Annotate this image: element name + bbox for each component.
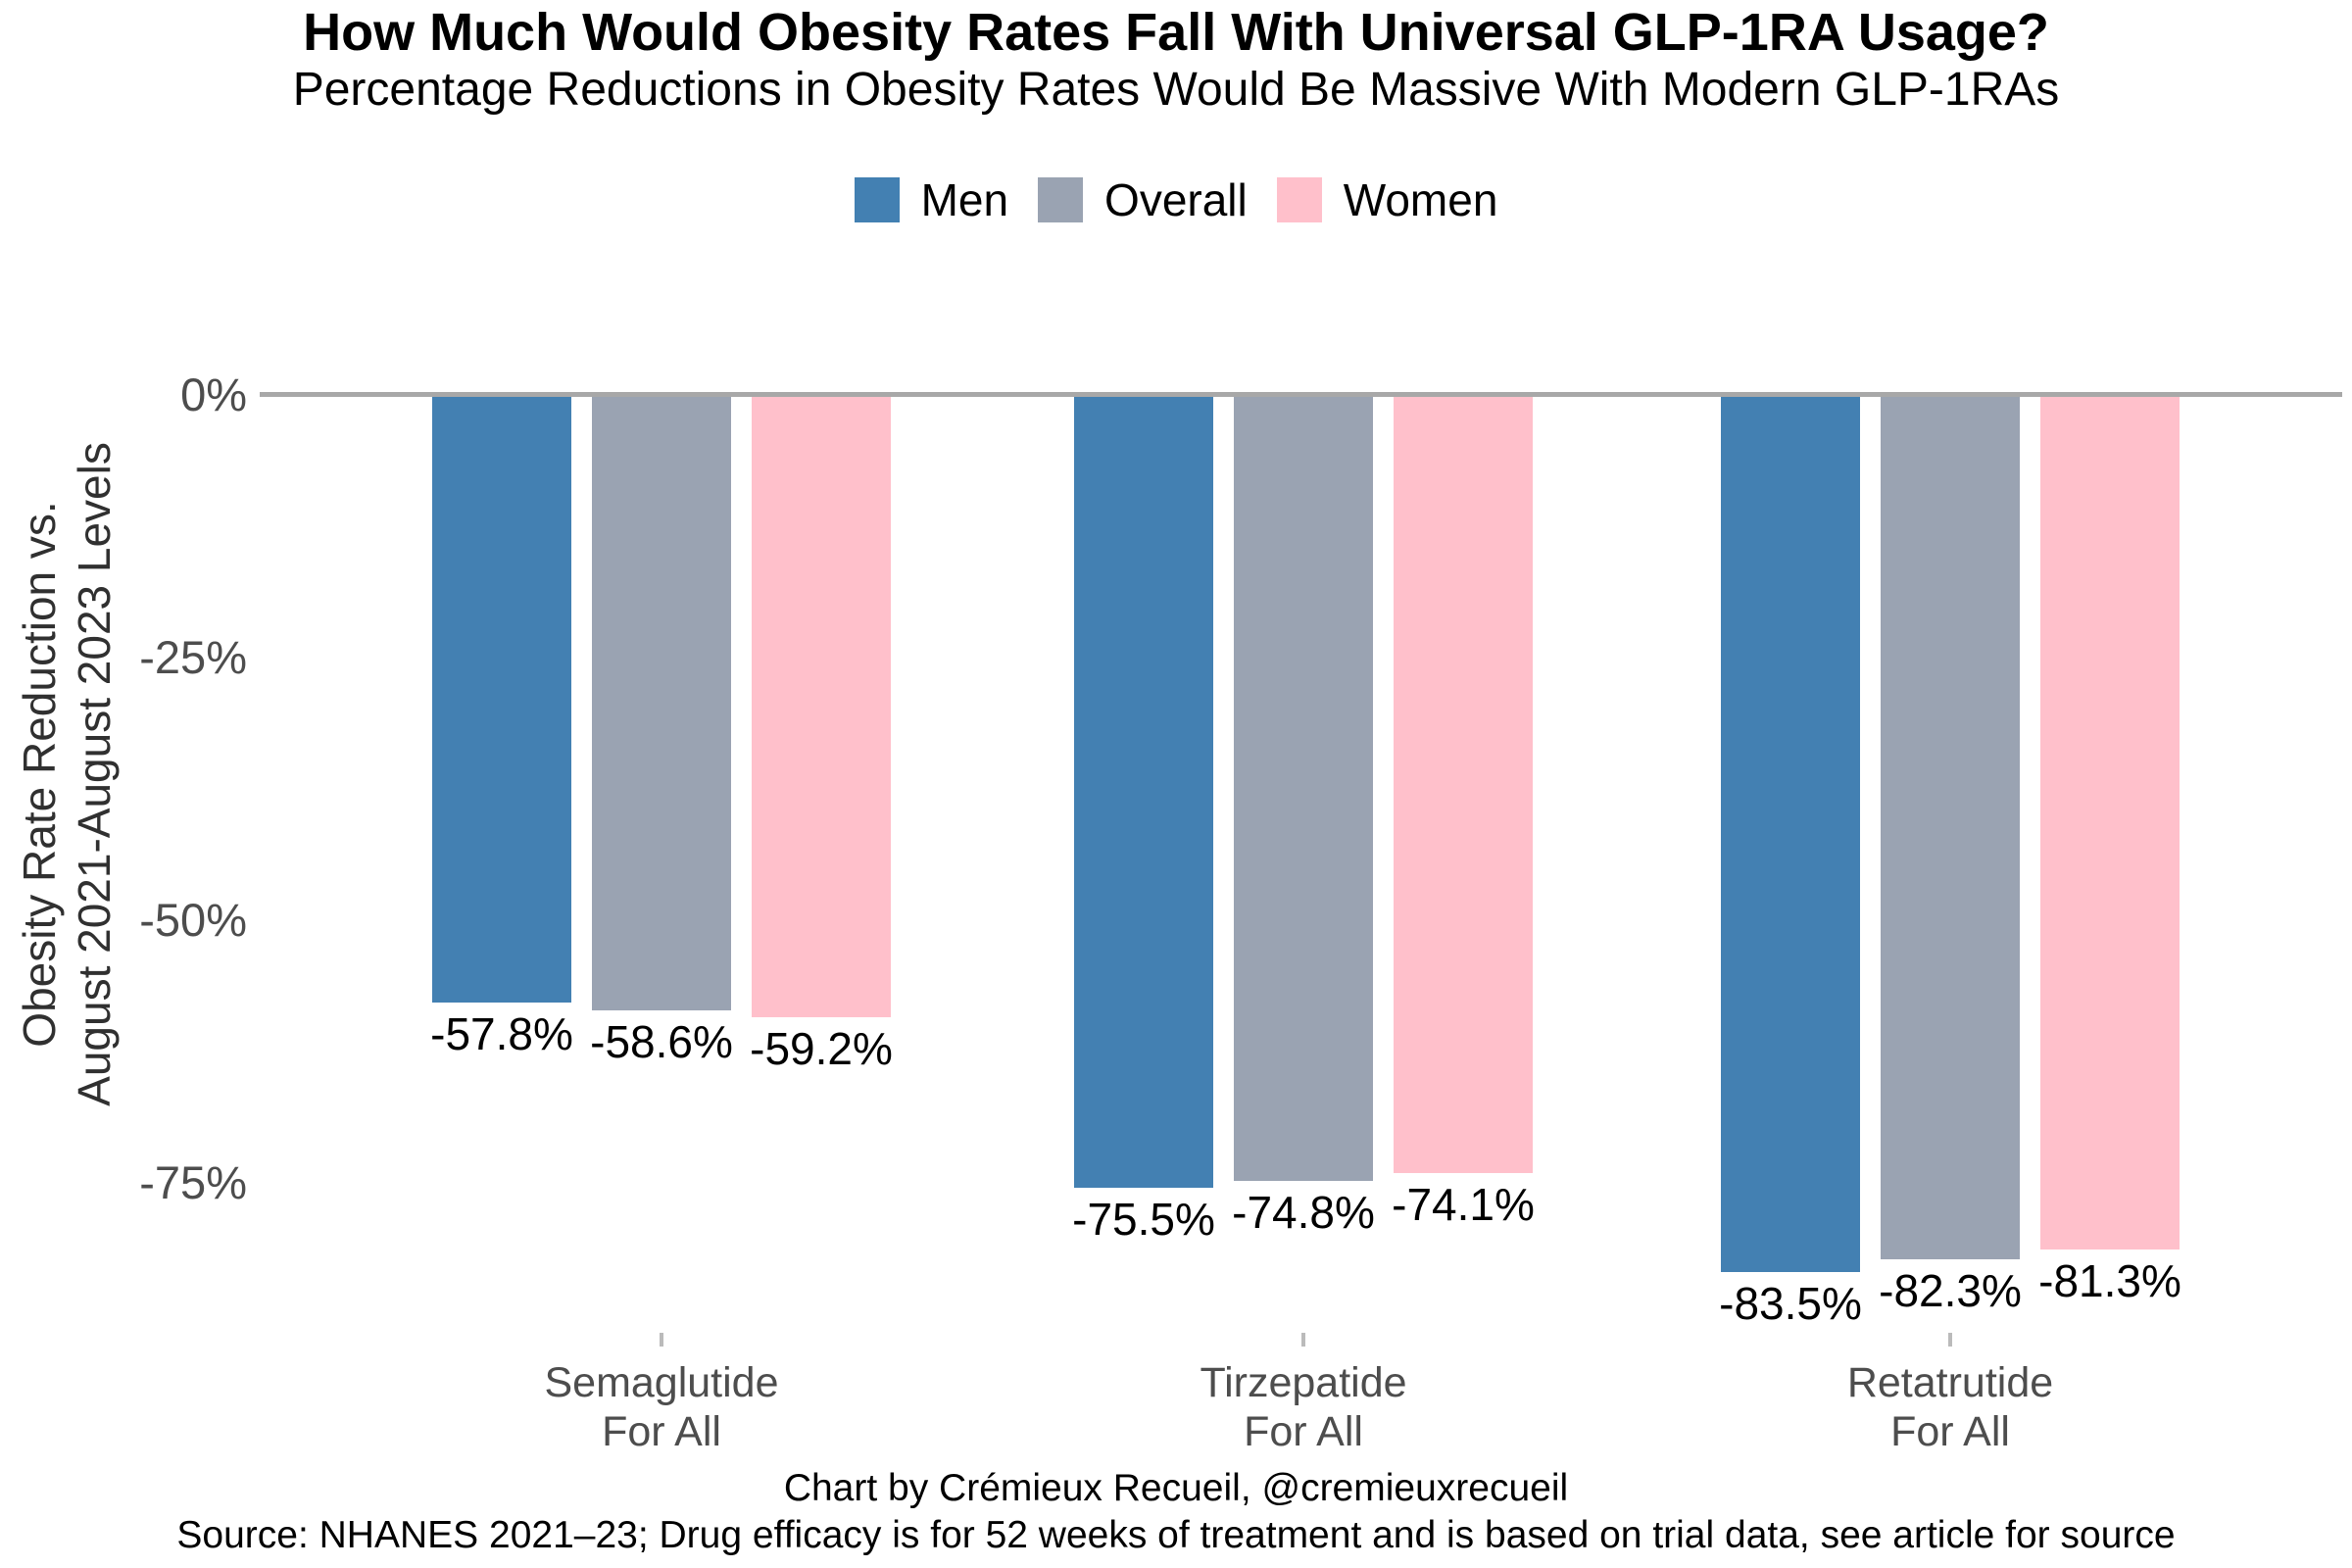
x-tick-mark-tirzepatide: [1301, 1333, 1305, 1347]
legend-item-men: Men: [854, 173, 1009, 226]
legend-item-women: Women: [1276, 173, 1498, 226]
value-label-men-retatrutide: -83.5%: [1719, 1278, 1862, 1330]
credit-line: Chart by Crémieux Recueil, @cremieuxrecu…: [783, 1467, 1569, 1509]
y-tick-label-neg75pct: -75%: [139, 1156, 247, 1208]
x-tick-mark-retatrutide: [1948, 1333, 1952, 1347]
legend: Men Overall Women: [0, 172, 2352, 227]
chart-title: How Much Would Obesity Rates Fall With U…: [303, 3, 2049, 62]
bar-women-tirzepatide: [1394, 395, 1533, 1174]
value-label-women-tirzepatide: -74.1%: [1392, 1179, 1535, 1231]
bar-overall-tirzepatide: [1234, 395, 1373, 1181]
legend-swatch-overall: [1038, 177, 1084, 222]
bar-overall-retatrutide: [1881, 395, 2020, 1260]
bar-men-semaglutide: [432, 395, 571, 1003]
x-tick-mark-semaglutide: [660, 1333, 663, 1347]
category-label-semaglutide: Semaglutide For All: [544, 1359, 779, 1455]
legend-label-women: Women: [1343, 174, 1498, 225]
legend-label-men: Men: [920, 174, 1009, 225]
category-label-retatrutide: Retatrutide For All: [1846, 1359, 2054, 1455]
bar-women-retatrutide: [2040, 395, 2180, 1250]
legend-label-overall: Overall: [1104, 174, 1248, 225]
y-tick-label-neg50pct: -50%: [139, 894, 247, 946]
bar-overall-semaglutide: [592, 395, 731, 1011]
bar-women-semaglutide: [752, 395, 891, 1017]
legend-swatch-women: [1276, 177, 1322, 222]
value-label-overall-retatrutide: -82.3%: [1879, 1265, 2022, 1317]
bar-men-retatrutide: [1721, 395, 1860, 1273]
value-label-women-retatrutide: -81.3%: [2038, 1254, 2181, 1306]
legend-swatch-men: [854, 177, 900, 222]
source-line: Source: NHANES 2021–23; Drug efficacy is…: [176, 1514, 2176, 1556]
zero-baseline: [260, 392, 2342, 397]
value-label-women-semaglutide: -59.2%: [750, 1022, 893, 1074]
value-label-overall-semaglutide: -58.6%: [590, 1016, 733, 1068]
bar-men-tirzepatide: [1074, 395, 1213, 1189]
value-label-men-semaglutide: -57.8%: [430, 1007, 573, 1059]
y-tick-label-0pct: 0%: [180, 368, 247, 420]
value-label-overall-tirzepatide: -74.8%: [1232, 1186, 1375, 1238]
category-label-tirzepatide: Tirzepatide For All: [1200, 1359, 1407, 1455]
y-tick-label-neg25pct: -25%: [139, 631, 247, 683]
value-label-men-tirzepatide: -75.5%: [1072, 1194, 1215, 1246]
legend-item-overall: Overall: [1038, 173, 1248, 226]
chart-subtitle: Percentage Reductions in Obesity Rates W…: [292, 64, 2060, 116]
